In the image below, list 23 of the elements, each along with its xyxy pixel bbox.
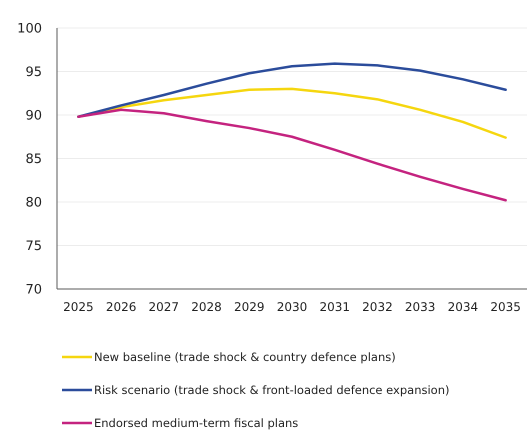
x-tick-label: 2025	[63, 300, 94, 314]
x-tick-label: 2027	[148, 300, 180, 314]
legend-label: Endorsed medium-term fiscal plans	[94, 416, 298, 430]
x-tick-label: 2026	[106, 300, 136, 314]
legend-label: New baseline (trade shock & country defence plans)	[94, 350, 396, 364]
y-tick-label: 80	[25, 196, 42, 211]
x-tick-label: 2031	[319, 300, 350, 314]
x-tick-label: 2028	[191, 300, 222, 314]
x-tick-label: 2034	[448, 300, 478, 314]
x-tick-label: 2030	[276, 300, 308, 314]
y-tick-label: 95	[25, 65, 42, 80]
line-series	[77, 62, 507, 118]
y-tick-label: 100	[17, 22, 42, 37]
y-tick-label: 75	[25, 239, 42, 254]
line-series	[77, 108, 507, 202]
x-tick-label: 2032	[362, 300, 393, 314]
y-tick-label: 70	[25, 282, 42, 298]
y-tick-label: 85	[25, 152, 42, 168]
y-tick-label: 90	[25, 108, 42, 124]
x-tick-label: 2033	[404, 300, 436, 314]
x-tick-label: 2035	[490, 300, 521, 314]
legend-label: Risk scenario (trade shock & front-loaded defence expansion)	[94, 383, 450, 398]
x-tick-label: 2029	[234, 300, 265, 314]
